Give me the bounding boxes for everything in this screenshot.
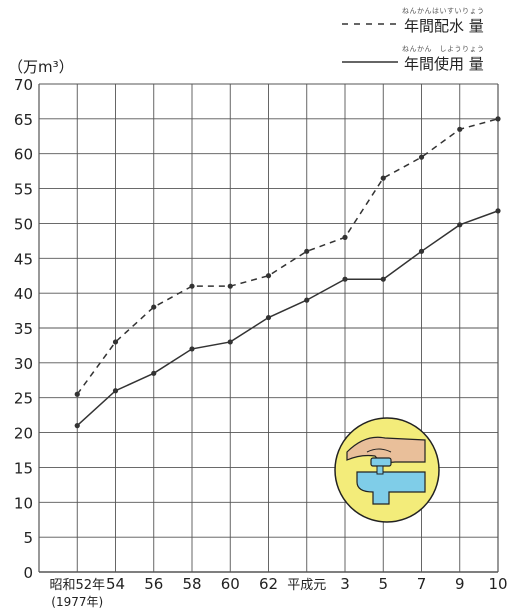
- data-point: [457, 222, 463, 228]
- y-tick-label: 10: [14, 494, 33, 512]
- series-line-distribution: [76, 118, 499, 395]
- data-point: [265, 314, 272, 321]
- data-point: [189, 283, 195, 289]
- data-point: [418, 248, 425, 254]
- data-point: [342, 234, 348, 240]
- legend-item-usage: ねんかん しようりょう 年間使用 量: [340, 44, 510, 73]
- data-point: [189, 346, 195, 352]
- x-tick-label: 5: [378, 575, 388, 593]
- faucet-hand-icon: [334, 417, 440, 523]
- data-point: [112, 339, 119, 345]
- y-tick-label: 55: [14, 181, 33, 199]
- x-tick-label: 56: [144, 575, 163, 593]
- y-axis-unit: （万m³）: [8, 58, 74, 76]
- x-tick-label: 62: [259, 575, 278, 593]
- x-tick-label: 平成元: [287, 578, 326, 593]
- y-tick-label: 65: [14, 111, 33, 129]
- y-tick-label: 60: [14, 146, 33, 164]
- data-point: [495, 208, 501, 214]
- x-tick-label: 60: [221, 575, 240, 593]
- data-point: [495, 116, 501, 122]
- x-tick-label: 昭和52年(1977年): [49, 578, 105, 609]
- data-point: [265, 273, 272, 279]
- data-point: [380, 175, 386, 181]
- y-tick-label: 45: [14, 250, 33, 268]
- y-tick-label: 70: [14, 76, 33, 94]
- data-point: [304, 297, 310, 303]
- legend-ruby: ねんかんはいすいりょう: [402, 7, 485, 15]
- data-point: [380, 276, 386, 282]
- x-tick-label: 58: [182, 575, 201, 593]
- data-point: [304, 248, 310, 254]
- data-point: [227, 283, 233, 289]
- legend-swatch-dashed: [342, 23, 398, 25]
- grid: [38, 83, 499, 573]
- y-tick-label: 25: [14, 390, 33, 408]
- y-tick-label: 30: [14, 355, 33, 373]
- x-tick-label: 7: [417, 575, 427, 593]
- data-point: [457, 126, 463, 132]
- data-point: [74, 391, 80, 397]
- legend-swatch-solid: [342, 61, 398, 63]
- legend-ruby: ねんかん しようりょう: [402, 45, 485, 53]
- x-tick-label: 10: [488, 575, 507, 593]
- x-tick-label: 3: [340, 575, 350, 593]
- y-tick-label: 5: [23, 529, 33, 547]
- data-point: [151, 370, 157, 376]
- data-point: [151, 304, 157, 310]
- y-tick-label: 20: [14, 425, 33, 443]
- data-point: [74, 423, 80, 429]
- data-point: [112, 388, 119, 394]
- legend-item-distribution: ねんかんはいすいりょう 年間配水 量: [340, 6, 510, 35]
- y-tick-label: 0: [23, 564, 33, 582]
- data-point: [342, 276, 348, 282]
- x-axis: 昭和52年(1977年)54 56 58 60 62 平成元 3 5 7 9 10: [49, 575, 507, 609]
- y-tick-label: 15: [14, 459, 33, 477]
- data-point: [227, 339, 233, 345]
- x-tick-label: 9: [455, 575, 465, 593]
- legend-label: 年間配水 量: [404, 17, 484, 35]
- series-line-usage: [76, 210, 499, 427]
- y-tick-label: 50: [14, 215, 33, 233]
- x-tick-label: 54: [106, 575, 125, 593]
- y-tick-label: 35: [14, 320, 33, 338]
- y-axis: 0 5 10 15 20 25 30 35 40 45 50 55 60 65 70: [14, 76, 33, 582]
- y-tick-label: 40: [14, 285, 33, 303]
- series-layer: [74, 116, 501, 429]
- data-point: [418, 154, 425, 160]
- legend-label: 年間使用 量: [404, 55, 484, 73]
